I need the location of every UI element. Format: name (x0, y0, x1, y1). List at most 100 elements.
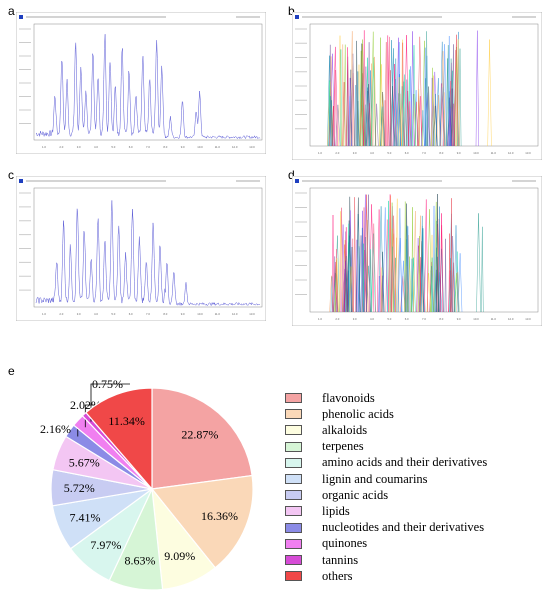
xic-trace (431, 67, 434, 147)
xic-trace (381, 275, 384, 313)
pie-data-label: 2.16% (40, 422, 71, 436)
x-tick-label: 10.0 (197, 312, 203, 316)
x-tick-label: 7.0 (146, 312, 150, 316)
pie-chart: 22.87% 16.36% 9.09% 8.63% 7.97% 7.41% 5.72% 5.6… (40, 380, 254, 591)
pie-slice-phenolic-acids (150, 474, 254, 569)
x-tick-label: 3.0 (353, 317, 357, 321)
xic-trace (333, 69, 337, 147)
legend-swatch (285, 441, 302, 452)
xic-trace (424, 47, 427, 147)
x-tick-label: 1.0 (42, 312, 46, 316)
legend-item: nucleotides and their derivatives (285, 520, 485, 535)
xic-trace (378, 276, 381, 313)
xic-trace (476, 213, 481, 313)
x-tick-label: 12.0 (232, 312, 238, 316)
legend-item: amino acids and their derivatives (285, 455, 488, 470)
xic-trace (427, 86, 431, 147)
xic-trace (421, 110, 425, 147)
pie-data-label: 16.36% (201, 509, 238, 523)
window-icon (295, 179, 299, 183)
legend-item: tannins (285, 553, 358, 567)
xic-trace (350, 53, 356, 147)
xic-trace (367, 103, 372, 147)
xic-trace (442, 44, 447, 147)
plot-frame (16, 176, 266, 321)
chromatogram-a: 1.0 2.0 3.0 4.0 5.0 6.0 7.0 8.0 9.0 10.0 11.0 12.0 1… (16, 12, 266, 154)
x-tick-label: 3.0 (77, 145, 81, 149)
legend-swatch (285, 571, 302, 582)
xic-trace (435, 78, 441, 147)
xic-trace (328, 80, 331, 147)
xic-trace (383, 100, 387, 147)
chromatogram-c: 1.0 2.0 3.0 4.0 5.0 6.0 7.0 8.0 9.0 10.0 11.0 12.0 1… (16, 176, 266, 321)
xic-trace (370, 31, 376, 147)
xic-trace (379, 64, 384, 147)
legend-label: nucleotides and their derivatives (322, 520, 485, 535)
xic-trace (457, 253, 463, 313)
legend-swatch (285, 490, 302, 501)
xic-trace (392, 63, 397, 147)
legend-item: alkaloids (285, 423, 367, 437)
xic-trace (344, 227, 349, 313)
xic-trace (339, 207, 344, 313)
xic-trace (357, 71, 359, 147)
xic-trace (338, 211, 343, 313)
x-tick-label: 13.0 (249, 145, 255, 149)
x-tick-label: 11.0 (491, 151, 497, 155)
x-tick-label: 2.0 (59, 145, 63, 149)
xic-trace (394, 58, 398, 147)
legend-item: terpenes (285, 439, 364, 454)
legend-label: quinones (322, 536, 368, 551)
x-tick-label: 10.0 (473, 317, 479, 321)
xic-trace (377, 209, 382, 313)
panel-letter-a: a (8, 4, 15, 18)
xic-trace (349, 31, 355, 147)
xic-trace (445, 58, 450, 147)
xic-trace (384, 42, 388, 147)
x-tick-label: 8.0 (439, 317, 443, 321)
chromatogram-b: 1.0 2.0 3.0 4.0 5.0 6.0 7.0 8.0 9.0 10.0 11.0 12.0 1… (292, 12, 542, 160)
xic-trace (394, 257, 397, 313)
xic-trace (436, 95, 441, 147)
legend-label: phenolic acids (322, 406, 394, 421)
legend-label: amino acids and their derivatives (322, 455, 488, 470)
x-tick-label: 6.0 (129, 145, 133, 149)
window-icon (295, 15, 299, 19)
tic-trace (35, 200, 261, 307)
legend-item: flavonoids (285, 391, 375, 405)
x-tick-label: 1.0 (318, 317, 322, 321)
xic-trace (481, 226, 484, 313)
x-tick-label: 4.0 (94, 145, 98, 149)
x-tick-label: 3.0 (353, 151, 357, 155)
xic-trace (334, 235, 340, 313)
xic-trace (391, 215, 396, 313)
xic-trace (454, 34, 459, 147)
xic-trace (453, 225, 459, 313)
xic-trace (360, 39, 365, 147)
xic-trace (420, 228, 426, 313)
xic-trace (338, 35, 342, 147)
xic-trace (380, 106, 385, 147)
chromatogram-b-plot: 1.0 2.0 3.0 4.0 5.0 6.0 7.0 8.0 9.0 10.0 11.0 12.0 1… (292, 12, 542, 160)
x-tick-label: 2.0 (335, 151, 339, 155)
x-tick-label: 3.0 (77, 312, 81, 316)
legend-swatch (285, 457, 302, 468)
xic-trace (365, 87, 370, 147)
x-tick-label: 10.0 (473, 151, 479, 155)
xic-trace (346, 47, 349, 147)
panel-letter-b: b (288, 4, 295, 18)
legend-item: organic acids (285, 488, 388, 502)
pie-data-label: 8.63% (125, 554, 156, 568)
legend-label: terpenes (322, 439, 364, 454)
x-tick-label: 8.0 (163, 312, 167, 316)
x-tick-label: 6.0 (405, 151, 409, 155)
pie-slice-others (85, 387, 153, 491)
chromatogram-d: 1.0 2.0 3.0 4.0 5.0 6.0 7.0 8.0 9.0 10.0 11.0 12.0 1… (292, 176, 542, 326)
xic-trace (425, 31, 428, 147)
legend-swatch (285, 474, 302, 484)
xic-trace (380, 267, 383, 313)
x-tick-label: 12.0 (232, 145, 238, 149)
xic-trace (449, 107, 452, 147)
chromatogram-c-plot: 1.0 2.0 3.0 4.0 5.0 6.0 7.0 8.0 9.0 10.0 11.0 12.0 1… (16, 176, 266, 321)
panel-letter-c: c (8, 168, 14, 182)
